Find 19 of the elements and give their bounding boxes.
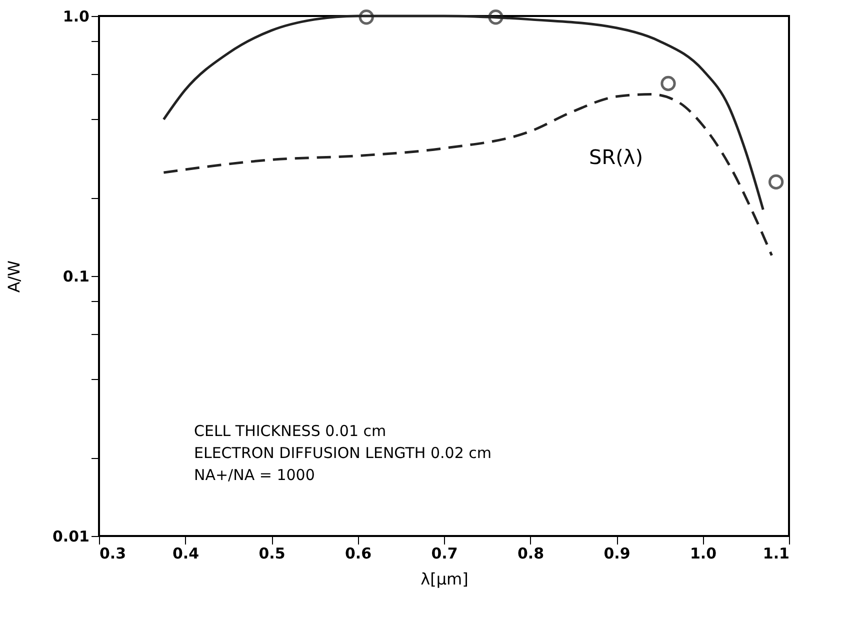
x-tick-label: 0.4 — [172, 544, 200, 562]
annotation: SR(λ) — [589, 145, 644, 169]
y-tick-label: 0.01 — [52, 528, 90, 546]
x-tick-label: 0.5 — [258, 544, 286, 562]
x-tick-label: 0.9 — [604, 544, 630, 562]
x-tick-label: 0.7 — [431, 544, 458, 562]
line-series — [162, 93, 773, 257]
annotation: CELL THICKNESS 0.01 cm — [194, 422, 386, 440]
y-tick-label: 1.0 — [62, 8, 90, 26]
x-tick-label: 0.6 — [344, 544, 372, 562]
x-tick-label: 1.0 — [690, 544, 717, 562]
y-axis-title: A/W — [4, 260, 24, 293]
y-tick-label: 0.1 — [62, 268, 90, 286]
x-axis-title: λ[μm] — [420, 570, 468, 588]
annotation: NA+/NA = 1000 — [194, 466, 315, 484]
x-tick-label: 0.8 — [517, 544, 544, 562]
annotation: ELECTRON DIFFUSION LENGTH 0.02 cm — [194, 444, 492, 462]
x-tick-label: 1.1 — [762, 544, 790, 562]
x-tick-label: 0.3 — [100, 544, 126, 562]
